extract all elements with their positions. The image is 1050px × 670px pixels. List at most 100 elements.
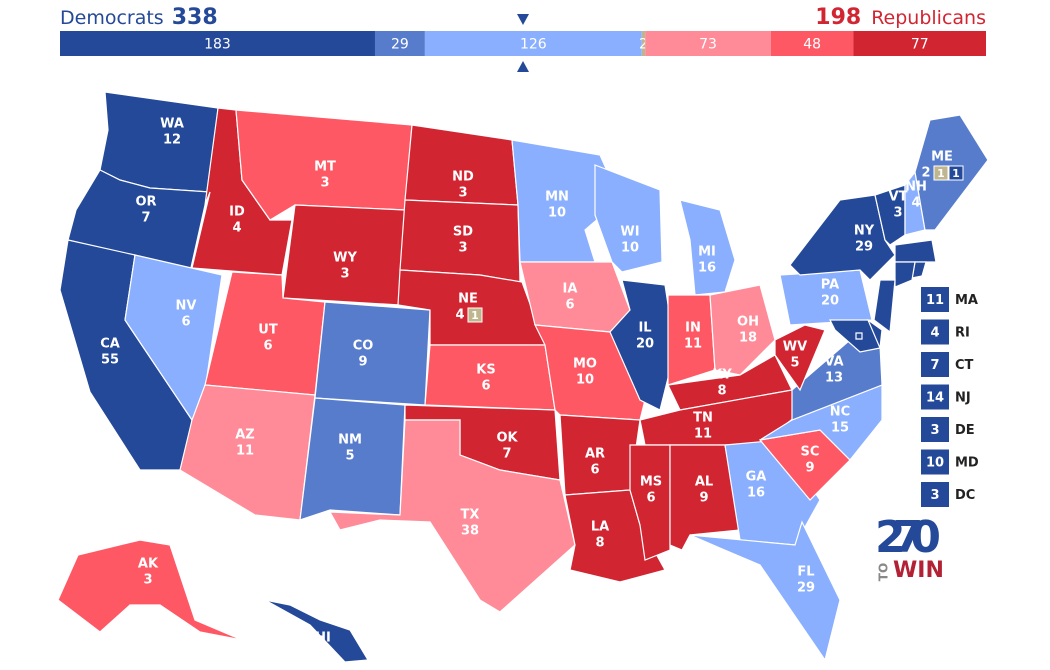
state-abbr: OH [737, 315, 759, 330]
bar-segment [60, 31, 375, 56]
majority-marker [517, 61, 529, 72]
state-abbr: MI [698, 245, 716, 260]
state-abbr: WI [620, 225, 639, 240]
state-votes: 3 [458, 186, 467, 201]
state-abbr: CO [353, 339, 374, 354]
map: WA12OR7CA55NV6ID4MT3WY3UT6AZ11CO9NM5ND3S… [57, 91, 989, 663]
state-abbr: NH [905, 180, 927, 195]
small-state-box [921, 287, 949, 312]
state [855, 332, 863, 340]
state-votes: 5 [345, 449, 354, 464]
rep-label: Republicans [871, 7, 986, 29]
state [299, 397, 406, 521]
district-box [933, 165, 949, 181]
state [873, 279, 896, 334]
state-votes: 3 [320, 176, 329, 191]
bar-value: 2 [639, 37, 648, 53]
state-votes: 9 [699, 491, 708, 506]
small-state-abbr: DC [955, 488, 975, 503]
state-abbr: WV [783, 340, 807, 355]
state-abbr: VA [824, 355, 843, 370]
state-votes: 5 [790, 356, 799, 371]
small-state-box [921, 384, 949, 410]
state-abbr: NC [830, 405, 850, 420]
state [609, 279, 676, 411]
rep-header: 198 Republicans [815, 5, 986, 30]
state [894, 239, 937, 263]
small-state-votes: 7 [930, 358, 939, 373]
small-states-list: 11 MA 4 RI 7 CT 14 NJ 3 DE 10 MD 3 DC [921, 287, 979, 507]
state-abbr: WA [160, 117, 184, 132]
state-abbr: TN [693, 411, 713, 426]
vote-bar: 183 29 126 2 73 48 77 [60, 14, 986, 72]
state-abbr: ID [229, 205, 245, 220]
state-abbr: WY [333, 251, 357, 266]
bar-value: 48 [803, 37, 821, 53]
state-votes: 11 [684, 337, 702, 352]
state [774, 324, 826, 392]
state [829, 319, 881, 353]
state [424, 344, 556, 411]
state [328, 419, 576, 613]
state-votes: 3 [458, 241, 467, 256]
state-abbr: SC [801, 445, 820, 460]
state-votes: 4 [911, 196, 920, 211]
small-state-votes: 3 [930, 423, 939, 438]
state [57, 539, 243, 641]
state-votes: 16 [698, 261, 716, 276]
small-state-box [921, 482, 949, 507]
small-state-box [921, 449, 949, 475]
small-state-votes: 10 [926, 456, 944, 471]
state [99, 91, 219, 193]
state-votes: 10 [621, 241, 639, 256]
state-abbr: NV [176, 299, 197, 314]
state-votes: 6 [565, 298, 574, 313]
state [264, 599, 370, 663]
state [689, 520, 841, 662]
state-abbr: LA [591, 520, 609, 535]
dem-total: 338 [172, 5, 218, 30]
state-abbr: FL [797, 565, 814, 580]
small-state-box [921, 319, 949, 345]
state-abbr: IA [563, 282, 578, 297]
state-votes: 29 [855, 240, 873, 255]
majority-marker [517, 14, 529, 25]
state-abbr: IL [638, 321, 651, 336]
district-box [467, 307, 483, 323]
state-abbr: KY [712, 368, 732, 383]
rep-total: 198 [815, 5, 861, 30]
small-state-votes: 11 [926, 293, 944, 308]
state-abbr: ND [452, 170, 474, 185]
state-votes: 9 [805, 461, 814, 476]
district-box [948, 165, 964, 181]
state-abbr: PA [821, 278, 839, 293]
state-votes: 6 [590, 463, 599, 478]
state-abbr: NE [458, 292, 478, 307]
logo-number: 270 [875, 512, 941, 563]
state-votes: 38 [461, 524, 479, 539]
state-votes: 4 [318, 647, 327, 662]
district-votes: 1 [471, 309, 479, 322]
state [511, 139, 621, 263]
state [519, 261, 631, 333]
dem-header: Democrats 338 [60, 5, 218, 30]
state-votes: 12 [163, 133, 181, 148]
logo-win: WIN [893, 558, 944, 583]
state-abbr: OR [135, 195, 156, 210]
state [709, 284, 776, 376]
logo-to: TO [877, 563, 891, 581]
small-state-abbr: MD [955, 456, 979, 471]
state-abbr: UT [258, 323, 278, 338]
bar-segment [770, 31, 854, 56]
state-votes: 3 [340, 267, 349, 282]
state [314, 301, 431, 406]
state-abbr: SD [453, 225, 473, 240]
state-votes: 11 [236, 444, 254, 459]
state-votes: 6 [481, 379, 490, 394]
district-votes: 1 [937, 167, 945, 180]
state-abbr: OK [496, 431, 518, 446]
state-votes: 4 [455, 308, 464, 323]
state-abbr: VT [889, 190, 908, 205]
state-votes: 13 [825, 371, 843, 386]
logo: 270 TO WIN [875, 512, 944, 583]
